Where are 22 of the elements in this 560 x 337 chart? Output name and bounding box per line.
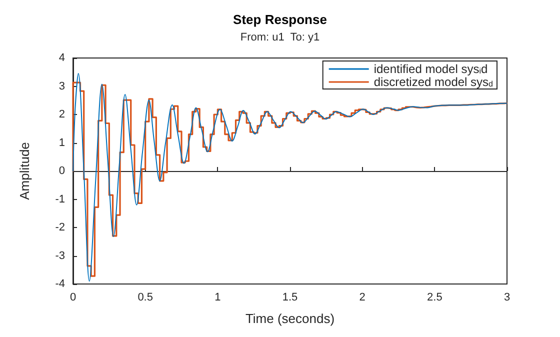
chart-title: Step Response bbox=[233, 12, 327, 27]
legend-label: identified model sysid bbox=[374, 62, 488, 76]
legend-label: discretized model sysd bbox=[374, 75, 494, 89]
y-tick-label: 1 bbox=[58, 136, 65, 149]
y-tick-label: -4 bbox=[55, 278, 65, 290]
y-tick-label: 0 bbox=[58, 165, 65, 177]
x-axis-title: Time (seconds) bbox=[245, 311, 335, 326]
x-tick-label: 3 bbox=[504, 292, 510, 304]
chart-subtitle: From: u1 To: y1 bbox=[240, 32, 320, 44]
y-tick-label: 4 bbox=[58, 52, 65, 64]
x-tick-label: 2.5 bbox=[427, 292, 442, 304]
y-tick-label: 2 bbox=[58, 108, 65, 120]
y-tick-label: -2 bbox=[55, 222, 65, 234]
y-axis-title: Amplitude bbox=[17, 142, 32, 200]
y-tick-label: -3 bbox=[55, 250, 65, 262]
x-tick-label: 0 bbox=[70, 292, 76, 304]
y-tick-label: -1 bbox=[55, 193, 65, 206]
y-tick-label: 3 bbox=[58, 80, 65, 92]
x-tick-label: 1.5 bbox=[282, 292, 298, 304]
x-tick-label: 0.5 bbox=[138, 292, 153, 304]
x-tick-label: 2 bbox=[359, 292, 366, 304]
x-tick-label: 1 bbox=[214, 292, 221, 304]
